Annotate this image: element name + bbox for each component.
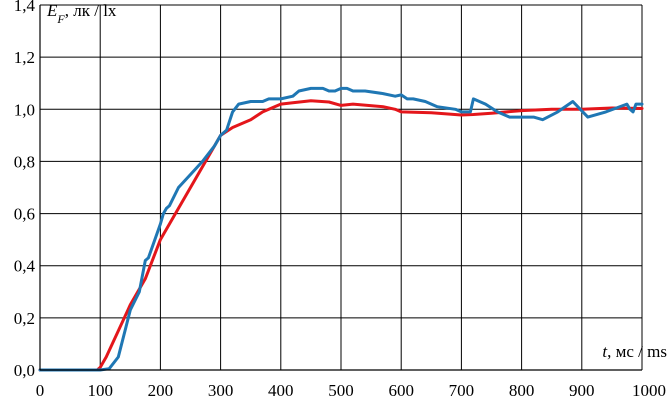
y-tick-label: 0,6 [14,205,35,224]
x-tick-label: 300 [208,381,234,400]
x-axis-unit: , мс / ms [607,342,667,361]
y-tick-label: 1,4 [14,0,36,15]
grid [40,4,643,370]
x-tick-label: 700 [449,381,475,400]
y-tick-label: 1,0 [14,100,35,119]
x-tick-label: 900 [569,381,595,400]
x-axis-title: t, мс / ms [602,342,667,361]
axes [39,5,642,371]
y-tick-label: 0,8 [14,152,35,171]
y-axis-unit: , лк / lx [65,1,117,20]
y-axis-symbol: E [46,1,58,20]
y-tick-label: 1,2 [14,48,35,67]
x-tick-label: 500 [328,381,354,400]
series-line-1 [38,99,644,372]
x-tick-label: 0 [36,381,45,400]
tick-labels: 0 100 200 300 400 500 600 700 800 900 1000 0,0 0,2 0,… [14,0,666,400]
series-line-2 [38,86,644,372]
x-tick-label: 100 [87,381,113,400]
series-layer [38,86,644,372]
y-axis-subscript: F [56,12,65,26]
y-tick-label: 0,0 [14,361,35,380]
x-tick-label: 800 [509,381,535,400]
y-tick-label: 0,4 [14,257,36,276]
x-tick-label: 1000 [632,381,666,400]
y-tick-label: 0,2 [14,309,35,328]
x-tick-label: 400 [268,381,294,400]
x-axis-symbol: t [602,342,608,361]
x-tick-label: 600 [388,381,414,400]
y-axis-title: EF, лк / lx [46,1,117,26]
x-tick-label: 200 [148,381,174,400]
